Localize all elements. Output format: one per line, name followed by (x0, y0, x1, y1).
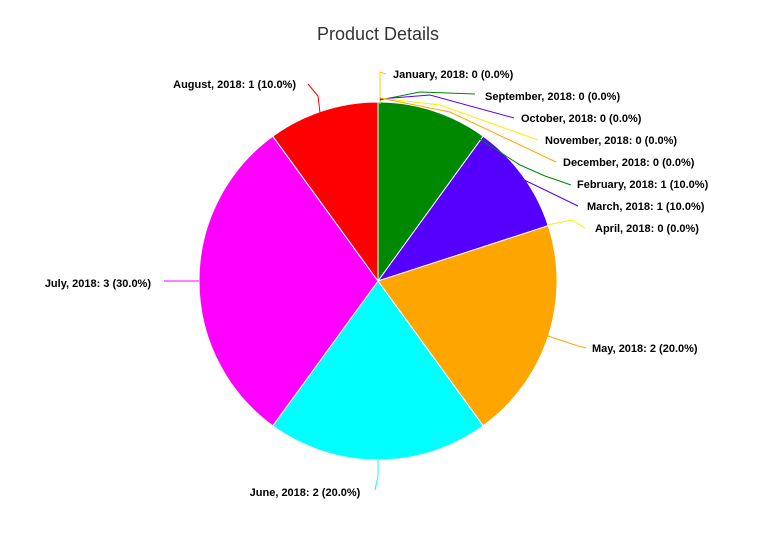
label-connector (379, 71, 387, 104)
slice-label: January, 2018: 0 (0.0%) (393, 69, 514, 81)
pie-slice-february-2018 (377, 101, 484, 283)
slice-label: April, 2018: 0 (0.0%) (595, 223, 699, 235)
label-connector (546, 219, 586, 229)
pie-slice-march-2018 (376, 135, 549, 282)
label-connector (379, 94, 515, 119)
slice-label: December, 2018: 0 (0.0%) (563, 157, 695, 169)
slice-label: August, 2018: 1 (10.0%) (173, 79, 296, 91)
slice-label: July, 2018: 3 (30.0%) (45, 278, 152, 290)
slice-label: September, 2018: 0 (0.0%) (485, 91, 620, 103)
pie-slice-june-2018 (272, 280, 484, 461)
label-connector (379, 97, 539, 141)
slice-label: February, 2018: 1 (10.0%) (577, 179, 709, 191)
pie-slice-august-2018 (272, 101, 379, 283)
slice-label: May, 2018: 2 (20.0%) (592, 343, 698, 355)
label-connector (307, 83, 321, 114)
label-connector (379, 97, 557, 163)
label-connector (379, 91, 476, 101)
label-connector (519, 177, 579, 207)
label-connector (374, 460, 379, 491)
slice-label: March, 2018: 1 (10.0%) (587, 201, 705, 213)
label-connector (477, 137, 572, 186)
slice-label: November, 2018: 0 (0.0%) (545, 135, 677, 147)
chart-title: Product Details (317, 24, 439, 44)
slice-labels: January, 2018: 0 (0.0%) February, 2018: 1… (45, 69, 709, 499)
pie-slice-july-2018 (198, 135, 379, 427)
slice-label: June, 2018: 2 (20.0%) (250, 487, 361, 499)
label-connectors (164, 71, 587, 491)
label-connector (544, 334, 587, 349)
pie-slices (198, 101, 558, 461)
slice-label: October, 2018: 0 (0.0%) (521, 113, 642, 125)
